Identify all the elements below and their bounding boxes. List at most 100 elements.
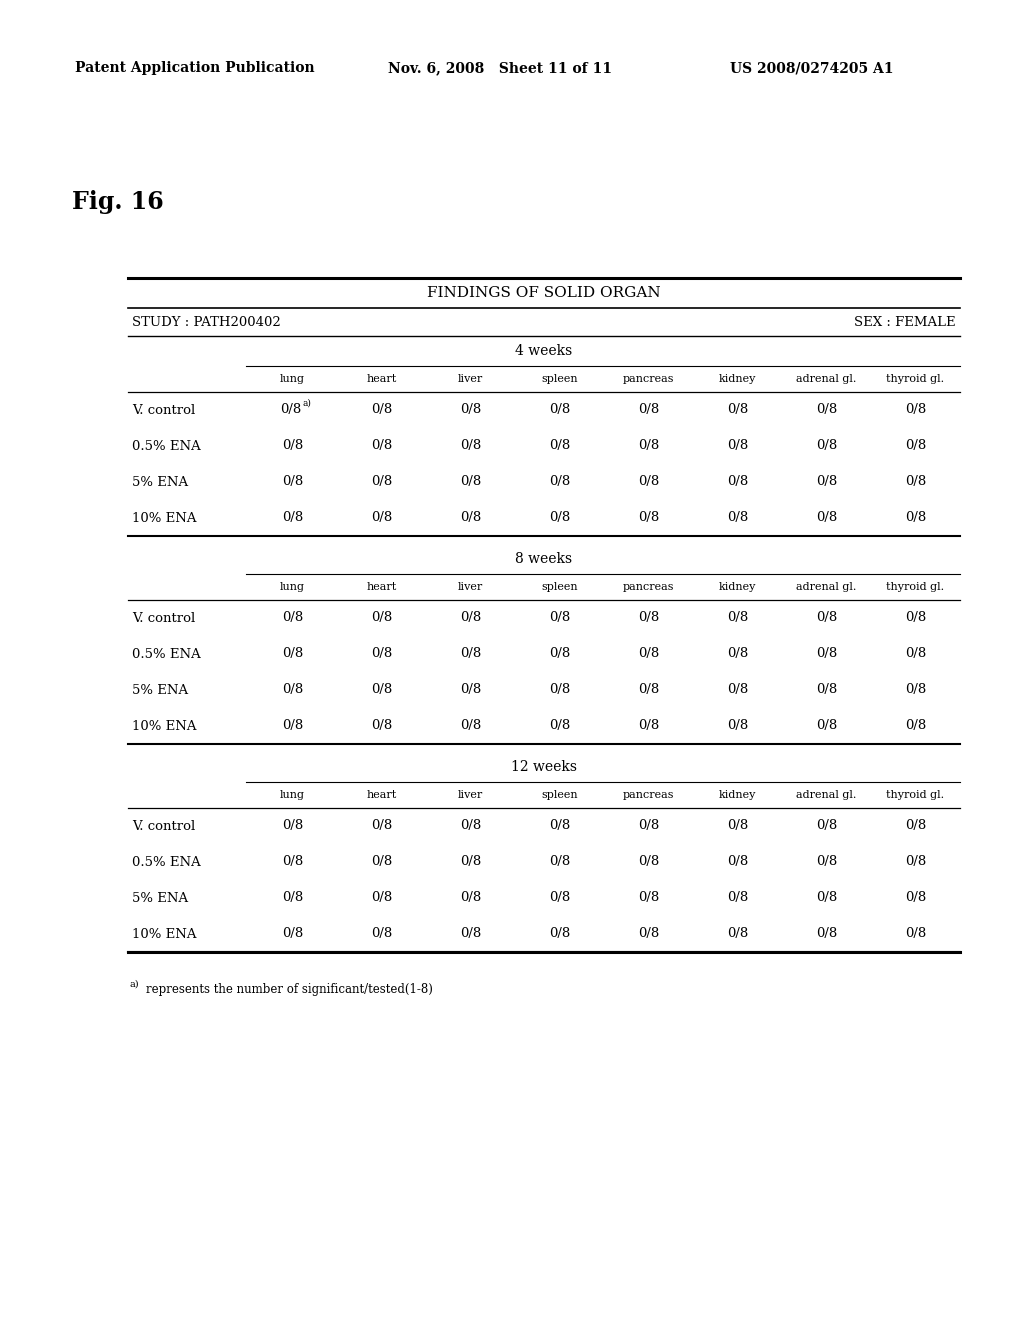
Text: 5% ENA: 5% ENA — [132, 684, 188, 697]
Text: 0/8: 0/8 — [460, 928, 481, 940]
Text: 0/8: 0/8 — [549, 855, 570, 869]
Text: V. control: V. control — [132, 404, 196, 417]
Text: 0/8: 0/8 — [816, 511, 838, 524]
Text: 0/8: 0/8 — [905, 928, 926, 940]
Text: 0/8: 0/8 — [282, 440, 303, 453]
Text: 0/8: 0/8 — [549, 928, 570, 940]
Text: 0/8: 0/8 — [727, 891, 749, 904]
Text: 0/8: 0/8 — [727, 820, 749, 833]
Text: 0/8: 0/8 — [460, 820, 481, 833]
Text: FINDINGS OF SOLID ORGAN: FINDINGS OF SOLID ORGAN — [427, 286, 660, 300]
Text: 0/8: 0/8 — [460, 611, 481, 624]
Text: 0/8: 0/8 — [371, 611, 392, 624]
Text: 0/8: 0/8 — [371, 891, 392, 904]
Text: 0/8: 0/8 — [371, 648, 392, 660]
Text: 0/8: 0/8 — [282, 475, 303, 488]
Text: 0/8: 0/8 — [905, 648, 926, 660]
Text: thyroid gl.: thyroid gl. — [887, 374, 944, 384]
Text: 0/8: 0/8 — [816, 855, 838, 869]
Text: a): a) — [302, 399, 311, 408]
Text: Patent Application Publication: Patent Application Publication — [75, 61, 314, 75]
Text: lung: lung — [280, 374, 305, 384]
Text: 0/8: 0/8 — [549, 719, 570, 733]
Text: 0/8: 0/8 — [816, 719, 838, 733]
Text: 0/8: 0/8 — [282, 719, 303, 733]
Text: 0/8: 0/8 — [727, 928, 749, 940]
Text: 12 weeks: 12 weeks — [511, 760, 577, 774]
Text: 0/8: 0/8 — [282, 511, 303, 524]
Text: spleen: spleen — [542, 582, 578, 591]
Text: 0/8: 0/8 — [905, 440, 926, 453]
Text: 0/8: 0/8 — [727, 611, 749, 624]
Text: 0/8: 0/8 — [816, 648, 838, 660]
Text: 0/8: 0/8 — [638, 928, 659, 940]
Text: 0/8: 0/8 — [638, 611, 659, 624]
Text: SEX : FEMALE: SEX : FEMALE — [854, 315, 956, 329]
Text: 0/8: 0/8 — [638, 719, 659, 733]
Text: 0/8: 0/8 — [905, 611, 926, 624]
Text: 0/8: 0/8 — [460, 891, 481, 904]
Text: 0/8: 0/8 — [549, 475, 570, 488]
Text: 0/8: 0/8 — [727, 404, 749, 417]
Text: 0/8: 0/8 — [816, 684, 838, 697]
Text: Fig. 16: Fig. 16 — [72, 190, 164, 214]
Text: 0/8: 0/8 — [816, 820, 838, 833]
Text: 0/8: 0/8 — [549, 820, 570, 833]
Text: 0/8: 0/8 — [638, 440, 659, 453]
Text: 0.5% ENA: 0.5% ENA — [132, 855, 201, 869]
Text: 0/8: 0/8 — [460, 511, 481, 524]
Text: US 2008/0274205 A1: US 2008/0274205 A1 — [730, 61, 894, 75]
Text: 0.5% ENA: 0.5% ENA — [132, 440, 201, 453]
Text: adrenal gl.: adrenal gl. — [797, 374, 857, 384]
Text: 0/8: 0/8 — [282, 928, 303, 940]
Text: liver: liver — [458, 789, 483, 800]
Text: 0/8: 0/8 — [371, 440, 392, 453]
Text: a): a) — [130, 979, 139, 989]
Text: 0/8: 0/8 — [549, 684, 570, 697]
Text: 0/8: 0/8 — [282, 820, 303, 833]
Text: kidney: kidney — [719, 789, 756, 800]
Text: 0/8: 0/8 — [727, 719, 749, 733]
Text: 0/8: 0/8 — [727, 684, 749, 697]
Text: 0/8: 0/8 — [371, 820, 392, 833]
Text: 0/8: 0/8 — [816, 611, 838, 624]
Text: kidney: kidney — [719, 374, 756, 384]
Text: 0/8: 0/8 — [816, 928, 838, 940]
Text: 0/8: 0/8 — [549, 404, 570, 417]
Text: 0/8: 0/8 — [460, 648, 481, 660]
Text: 0/8: 0/8 — [638, 475, 659, 488]
Text: 0/8: 0/8 — [816, 440, 838, 453]
Text: 0/8: 0/8 — [727, 440, 749, 453]
Text: heart: heart — [367, 582, 396, 591]
Text: 0/8: 0/8 — [905, 855, 926, 869]
Text: 0/8: 0/8 — [282, 684, 303, 697]
Text: 0/8: 0/8 — [280, 404, 301, 417]
Text: represents the number of significant/tested(1-8): represents the number of significant/tes… — [146, 983, 433, 997]
Text: 0/8: 0/8 — [727, 855, 749, 869]
Text: 0/8: 0/8 — [371, 404, 392, 417]
Text: 0/8: 0/8 — [638, 684, 659, 697]
Text: 0/8: 0/8 — [905, 820, 926, 833]
Text: 0/8: 0/8 — [727, 511, 749, 524]
Text: 0/8: 0/8 — [905, 719, 926, 733]
Text: heart: heart — [367, 374, 396, 384]
Text: lung: lung — [280, 789, 305, 800]
Text: 0/8: 0/8 — [460, 684, 481, 697]
Text: 0/8: 0/8 — [549, 891, 570, 904]
Text: heart: heart — [367, 789, 396, 800]
Text: 0/8: 0/8 — [905, 475, 926, 488]
Text: adrenal gl.: adrenal gl. — [797, 582, 857, 591]
Text: pancreas: pancreas — [623, 789, 674, 800]
Text: 8 weeks: 8 weeks — [515, 552, 572, 566]
Text: lung: lung — [280, 582, 305, 591]
Text: 0/8: 0/8 — [460, 719, 481, 733]
Text: 0/8: 0/8 — [816, 404, 838, 417]
Text: 0/8: 0/8 — [638, 820, 659, 833]
Text: 10% ENA: 10% ENA — [132, 928, 197, 940]
Text: 0/8: 0/8 — [549, 611, 570, 624]
Text: 0/8: 0/8 — [549, 511, 570, 524]
Text: 0/8: 0/8 — [727, 648, 749, 660]
Text: 0/8: 0/8 — [371, 855, 392, 869]
Text: 0/8: 0/8 — [638, 855, 659, 869]
Text: 0.5% ENA: 0.5% ENA — [132, 648, 201, 660]
